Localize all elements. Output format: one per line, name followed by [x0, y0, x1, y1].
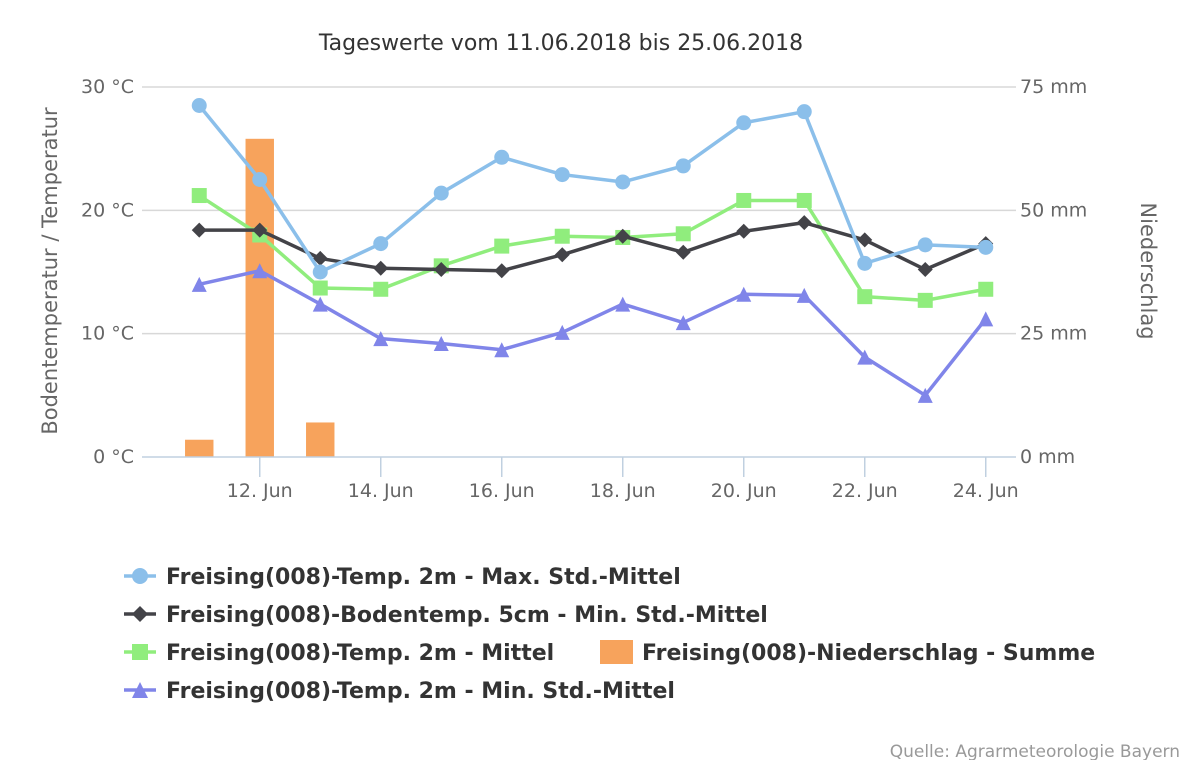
data-point-circle [857, 255, 873, 271]
data-point-diamond [917, 262, 933, 278]
precipitation-bar [185, 439, 214, 457]
data-point-diamond [675, 244, 691, 260]
x-tick-label: 18. Jun [590, 480, 656, 502]
legend[interactable]: Freising(008)-Temp. 2m - Max. Std.-Mitte… [124, 565, 1095, 704]
series-line [198, 194, 987, 303]
line-series [191, 98, 994, 403]
y-right-tick-label: 25 mm [1020, 323, 1087, 345]
data-point-square [857, 289, 873, 305]
data-point-triangle [494, 342, 510, 358]
data-point-triangle [736, 286, 752, 302]
data-point-circle [736, 115, 752, 131]
legend-marker-rect [600, 640, 633, 664]
y-left-tick-label: 0 °C [93, 446, 134, 468]
data-point-circle [252, 172, 268, 187]
data-point-circle [191, 98, 207, 113]
data-point-triangle [615, 296, 631, 312]
series-line [197, 104, 986, 274]
data-point-circle [615, 174, 631, 190]
credit[interactable]: Quelle: Agrarmeteorologie Bayern [890, 742, 1180, 760]
data-point-triangle [857, 349, 873, 365]
y-left-tick-label: 20 °C [81, 199, 134, 221]
data-point-square [191, 188, 207, 204]
data-point-circle [675, 158, 691, 174]
y-left-axis-title: Bodentemperatur / Temperatur [38, 107, 62, 435]
data-point-square [736, 192, 752, 208]
x-tick-label: 20. Jun [711, 480, 777, 502]
y-right-tick-label: 50 mm [1020, 199, 1087, 221]
x-tick-label: 16. Jun [469, 480, 535, 502]
series-line [198, 269, 988, 398]
data-point-diamond [857, 232, 873, 248]
data-point-triangle [978, 311, 994, 327]
legend-item[interactable]: Freising(008)-Temp. 2m - Max. Std.-Mitte… [124, 565, 681, 590]
data-point-circle [312, 264, 328, 280]
legend-label: Freising(008)-Bodentemp. 5cm - Min. Std.… [166, 603, 768, 628]
data-point-square [373, 281, 389, 297]
data-point-circle [554, 167, 570, 183]
data-point-triangle [252, 263, 268, 279]
data-point-diamond [615, 228, 631, 244]
data-point-circle [494, 149, 510, 165]
data-point-square [494, 238, 510, 254]
x-tick-label: 12. Jun [227, 480, 293, 502]
y-right-tick-label: 75 mm [1020, 76, 1087, 98]
data-point-circle [796, 104, 812, 120]
data-point-square [554, 228, 570, 244]
data-point-circle [978, 239, 994, 255]
data-point-circle [373, 236, 389, 252]
data-point-diamond [312, 250, 328, 266]
data-point-diamond [796, 215, 812, 231]
legend-item[interactable]: Freising(008)-Niederschlag - Summe [600, 640, 1095, 666]
legend-label: Freising(008)-Temp. 2m - Max. Std.-Mitte… [166, 565, 681, 590]
legend-label: Freising(008)-Temp. 2m - Mittel [166, 641, 554, 666]
y-left-tick-label: 30 °C [81, 76, 134, 98]
legend-item[interactable]: Freising(008)-Temp. 2m - Min. Std.-Mitte… [124, 679, 675, 704]
data-point-square [675, 226, 691, 242]
data-point-diamond [252, 222, 268, 238]
data-point-square [917, 292, 933, 308]
data-point-triangle [433, 336, 449, 352]
data-point-square [978, 281, 994, 297]
legend-marker-triangle [132, 682, 148, 698]
y-left-tick-label: 10 °C [81, 323, 134, 345]
grid [142, 86, 1016, 335]
data-point-triangle [675, 315, 691, 331]
legend-item[interactable]: Freising(008)-Temp. 2m - Mittel [124, 641, 554, 666]
legend-label: Freising(008)-Temp. 2m - Min. Std.-Mitte… [166, 679, 675, 704]
data-point-square [312, 280, 328, 296]
data-point-triangle [373, 331, 389, 347]
y-right-axis-title: Niederschlag [1136, 202, 1160, 339]
data-point-triangle [312, 296, 328, 312]
legend-item[interactable]: Freising(008)-Bodentemp. 5cm - Min. Std.… [124, 603, 768, 628]
x-tick-label: 22. Jun [832, 480, 898, 502]
data-point-diamond [494, 263, 510, 279]
data-point-triangle [917, 387, 933, 403]
data-point-square [796, 192, 812, 208]
legend-marker-diamond [132, 606, 148, 622]
legend-marker-square [132, 644, 148, 660]
data-point-diamond [736, 223, 752, 239]
data-point-diamond [373, 260, 389, 276]
chart-title: Tageswerte vom 11.06.2018 bis 25.06.2018 [318, 31, 803, 56]
data-point-circle [433, 185, 449, 201]
precipitation-bar [306, 422, 335, 457]
data-point-diamond [554, 247, 570, 263]
legend-marker-circle [132, 568, 148, 584]
y-right-tick-label: 0 mm [1020, 446, 1075, 468]
legend-label: Freising(008)-Niederschlag - Summe [642, 641, 1095, 666]
x-tick-label: 24. Jun [953, 480, 1019, 502]
data-point-circle [917, 237, 933, 253]
x-tick-label: 14. Jun [348, 480, 414, 502]
axes: 0 °C 10 °C 20 °C 30 °C 0 mm 25 mm 50 mm 75 mm 12… [81, 76, 1087, 502]
data-point-triangle [796, 287, 812, 303]
data-point-triangle [191, 276, 207, 292]
data-point-diamond [191, 222, 207, 238]
data-point-triangle [554, 324, 570, 340]
data-point-diamond [433, 262, 449, 278]
